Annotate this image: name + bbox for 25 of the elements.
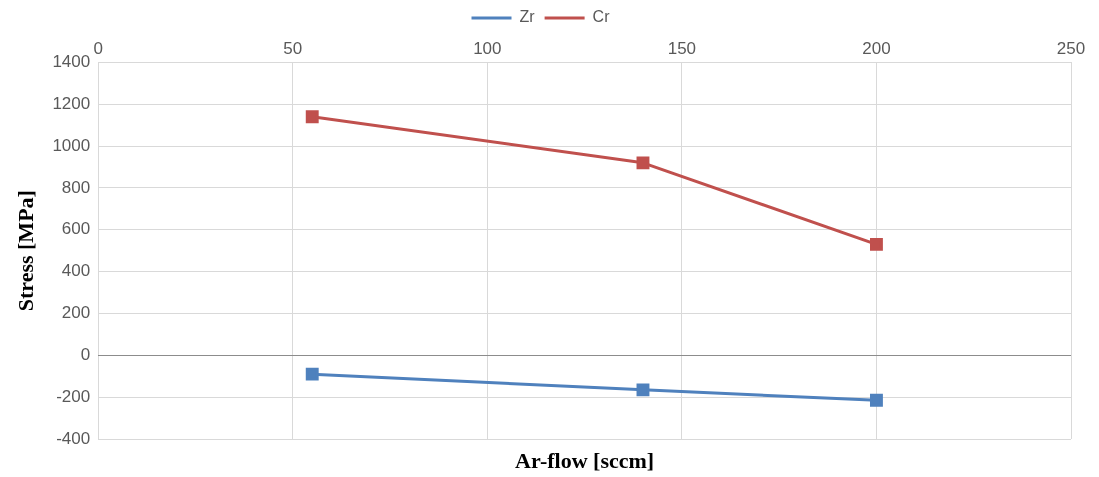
y-tick-label: 200 <box>61 303 91 323</box>
y-tick-label: -200 <box>56 386 91 406</box>
legend-label: Zr <box>519 8 536 26</box>
y-tick-label: 1000 <box>52 135 91 155</box>
point <box>305 367 319 381</box>
y-tick-label: 800 <box>61 177 91 197</box>
x-tick-label: 100 <box>473 38 502 58</box>
y-tick-label: 0 <box>80 345 91 364</box>
y-tick-label: -400 <box>56 428 91 448</box>
x-tick-label: 200 <box>862 38 891 58</box>
legend-label: Cr <box>592 8 611 26</box>
y-tick-label: 400 <box>61 261 91 281</box>
x-tick-label: 150 <box>667 38 697 58</box>
x-tick-label: 50 <box>283 38 303 58</box>
y-tick-label: 1200 <box>52 93 91 113</box>
point <box>869 393 883 407</box>
point <box>636 383 650 397</box>
x-axis-title: Ar-flow [sccm] <box>515 447 655 473</box>
point <box>869 237 883 251</box>
x-tick-label: 250 <box>1056 38 1086 58</box>
y-axis-title: Stress [MPa] <box>12 190 38 312</box>
point <box>305 110 319 124</box>
y-tick-label: 600 <box>61 219 91 239</box>
point <box>636 156 650 170</box>
y-tick-label: 1400 <box>52 52 91 72</box>
